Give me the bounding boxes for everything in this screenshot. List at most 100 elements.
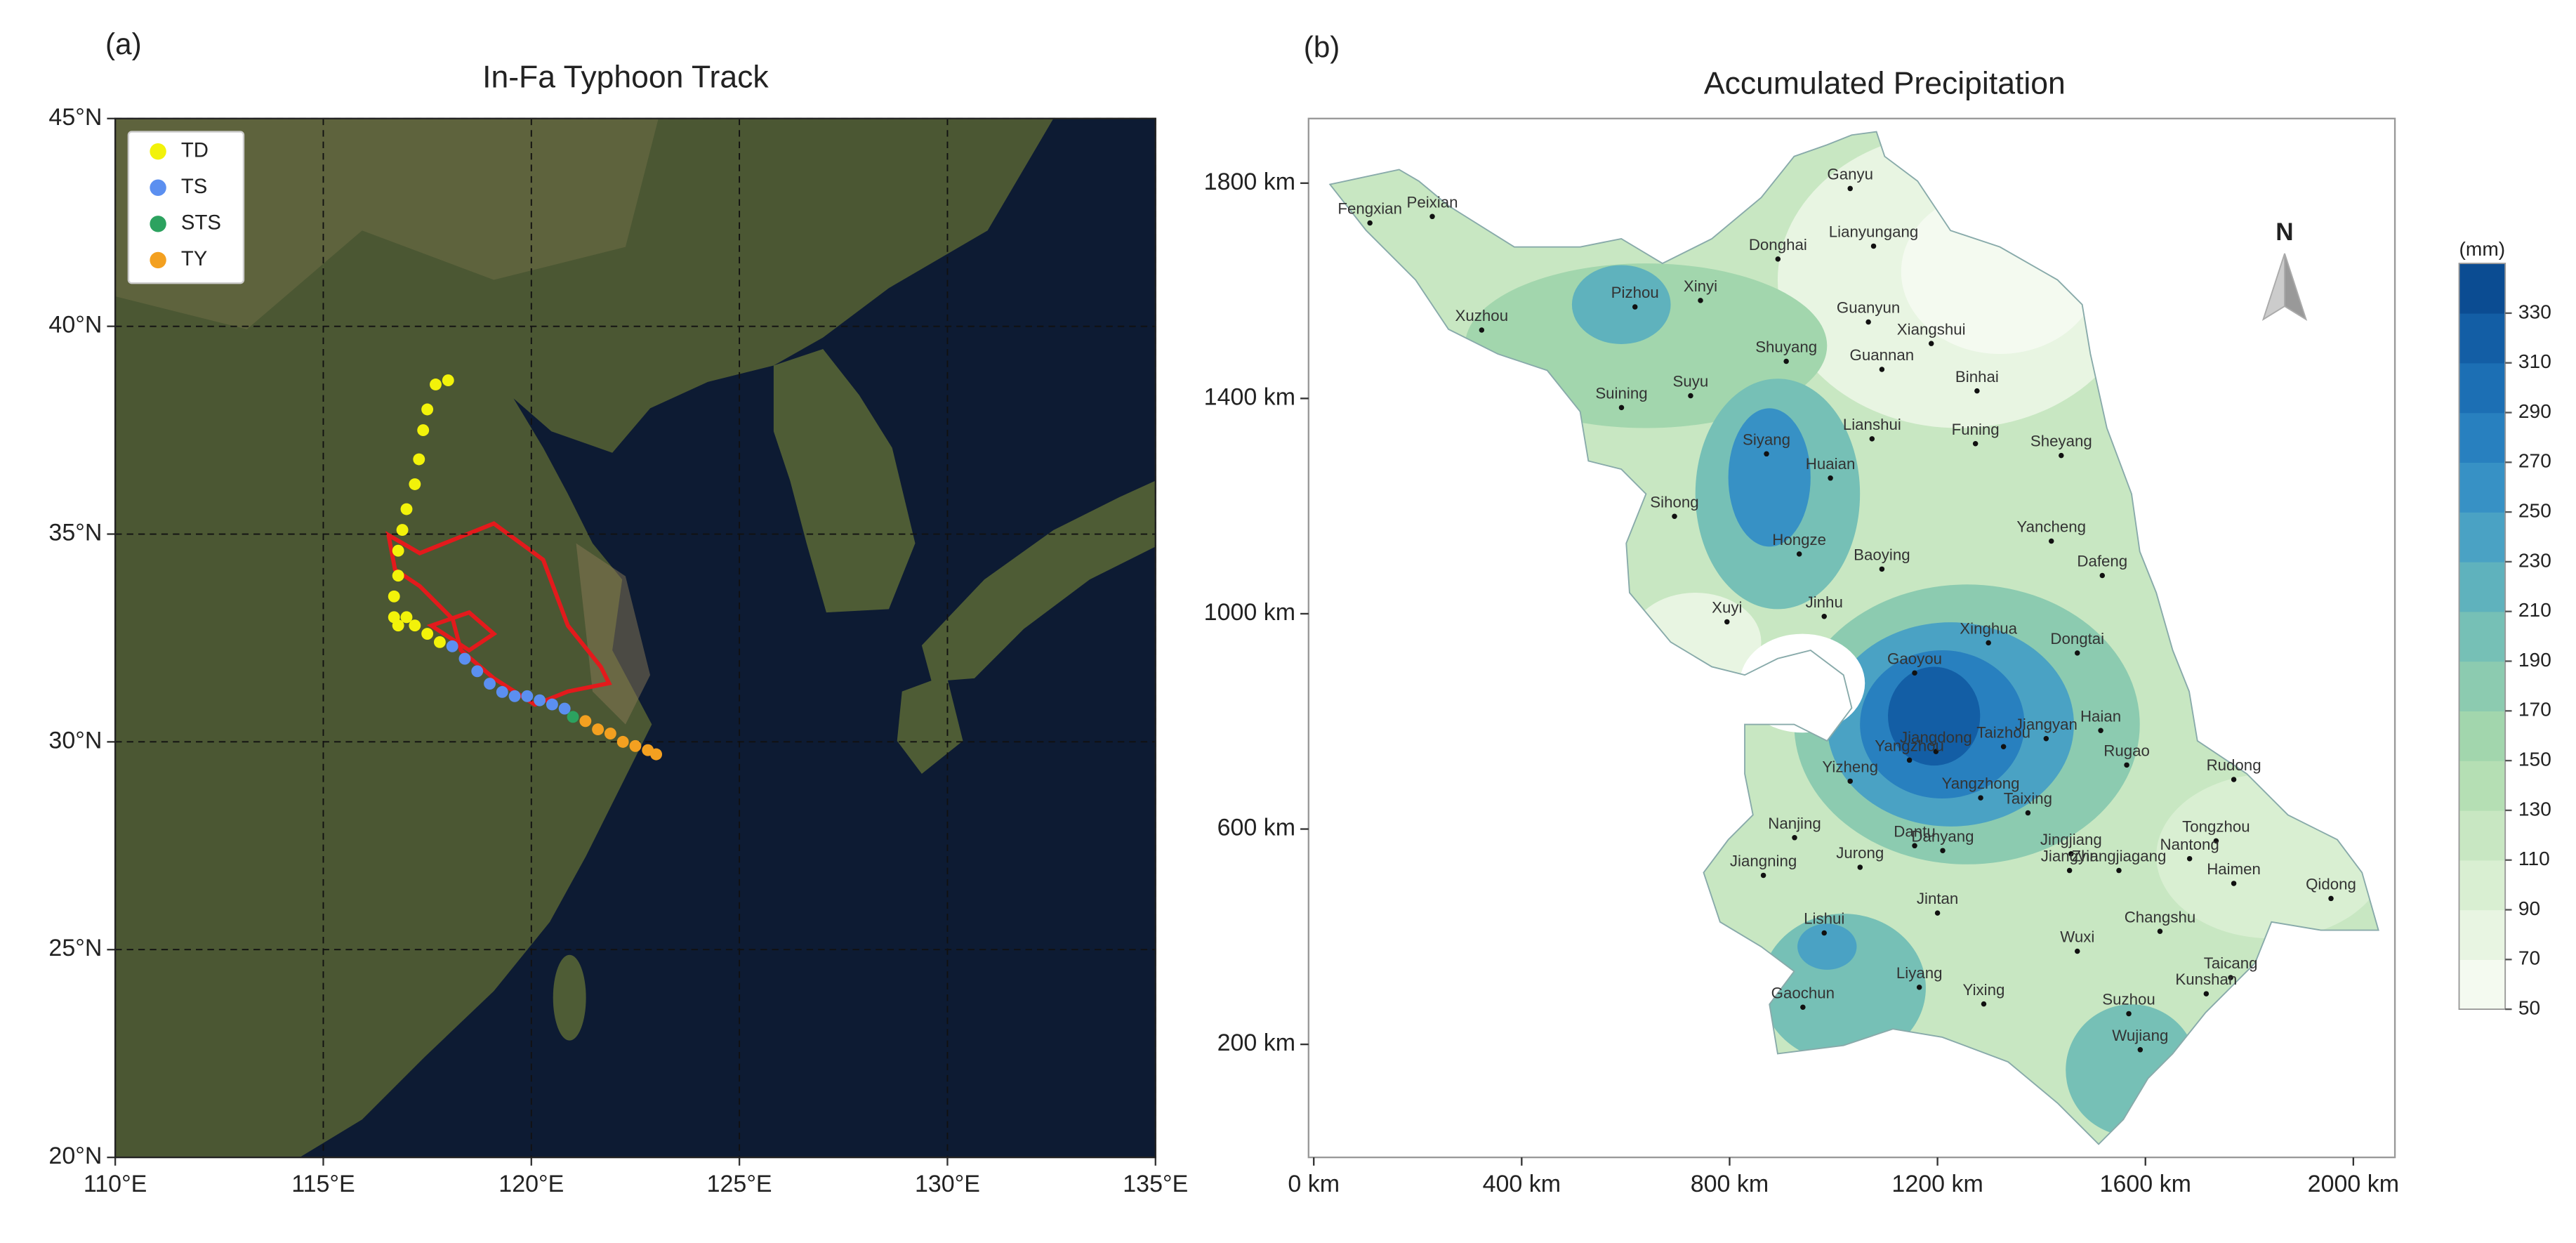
land bbox=[773, 349, 916, 613]
x-tick-label: 135°E bbox=[1123, 1171, 1188, 1197]
colorbar-title: (mm) bbox=[2459, 238, 2506, 260]
track-point bbox=[421, 628, 434, 640]
city-point bbox=[1724, 619, 1730, 625]
track-point bbox=[392, 619, 404, 632]
contour-fill bbox=[1797, 923, 1857, 970]
colorbar-frame bbox=[2458, 263, 2506, 1011]
city-point bbox=[2066, 867, 2073, 874]
city-label: Jiangyin bbox=[2041, 848, 2099, 865]
city-point bbox=[1760, 872, 1766, 879]
city-point bbox=[1879, 367, 1885, 372]
city-label: Jiangning bbox=[1730, 853, 1797, 870]
track-point bbox=[579, 715, 592, 728]
colorbar-tick-label: 150 bbox=[2518, 749, 2551, 770]
contour-fill bbox=[1571, 265, 1671, 344]
track-point bbox=[442, 374, 454, 387]
y-tick-label: 35°N bbox=[48, 519, 102, 546]
city-label: Yangzhou bbox=[1875, 737, 1944, 755]
track-point bbox=[546, 698, 558, 711]
city-point bbox=[1429, 213, 1435, 220]
city-label: Dafeng bbox=[2077, 553, 2127, 570]
city-label: Guanyun bbox=[1837, 299, 1900, 317]
city-label: Xuzhou bbox=[1455, 307, 1509, 324]
city-point bbox=[2231, 777, 2237, 782]
city-label: Taixing bbox=[2004, 790, 2052, 808]
colorbar-band bbox=[2459, 561, 2506, 612]
city-point bbox=[1847, 778, 1853, 784]
land bbox=[115, 118, 1054, 1158]
city-point bbox=[2231, 881, 2237, 886]
y-tick-label: 200 km bbox=[1217, 1030, 1295, 1056]
track-point bbox=[629, 739, 642, 752]
city-label: Yancheng bbox=[2016, 518, 2086, 536]
city-point bbox=[1906, 757, 1913, 763]
city-point bbox=[1869, 436, 1875, 442]
colorbar-band bbox=[2459, 761, 2506, 811]
track-point bbox=[392, 544, 404, 557]
city-point bbox=[2000, 744, 2007, 750]
city-label: Dantu bbox=[1894, 822, 1935, 840]
track-point bbox=[446, 640, 458, 652]
city-label: Zhangjiagang bbox=[2071, 848, 2166, 865]
city-point bbox=[2025, 810, 2031, 816]
x-tick-label: 120°E bbox=[498, 1171, 564, 1197]
city-label: Fengxian bbox=[1337, 200, 1402, 218]
legend-label: TD bbox=[181, 138, 209, 162]
city-point bbox=[2116, 867, 2122, 874]
city-point bbox=[2228, 975, 2233, 980]
y-tick-label: 1000 km bbox=[1204, 599, 1295, 626]
city-point bbox=[2074, 650, 2080, 656]
y-tick-label: 1400 km bbox=[1204, 383, 1295, 410]
north-arrow bbox=[2284, 253, 2308, 321]
track-point bbox=[592, 723, 605, 736]
colorbar-band bbox=[2459, 611, 2506, 662]
colorbar-band bbox=[2459, 860, 2506, 911]
track-point bbox=[558, 702, 571, 715]
city-label: Taicang bbox=[2204, 954, 2258, 972]
x-tick-label: 0 km bbox=[1288, 1171, 1340, 1197]
colorbar-tick-label: 290 bbox=[2518, 400, 2551, 422]
city-point bbox=[1981, 1001, 1987, 1007]
city-label: Ganyu bbox=[1827, 166, 1873, 183]
city-label: Danyang bbox=[1911, 827, 1974, 845]
colorbar-tick-label: 230 bbox=[2518, 549, 2551, 571]
track-point bbox=[471, 665, 484, 678]
track-point bbox=[616, 735, 629, 748]
city-label: Jiangdong bbox=[1900, 728, 1972, 746]
track-point bbox=[392, 570, 404, 582]
coastal-water bbox=[576, 543, 651, 725]
city-label: Xinyi bbox=[1684, 277, 1717, 295]
legend-label: TY bbox=[181, 247, 207, 270]
city-point bbox=[2203, 991, 2210, 997]
city-label: Lianyungang bbox=[1829, 223, 1919, 241]
city-point bbox=[1775, 256, 1781, 262]
city-label: Nantong bbox=[2160, 836, 2219, 853]
city-label: Changshu bbox=[2125, 908, 2196, 926]
legend-marker bbox=[150, 216, 166, 232]
colorbar-tick-label: 70 bbox=[2518, 947, 2540, 969]
city-point bbox=[2059, 452, 2064, 459]
city-label: Haimen bbox=[2207, 860, 2261, 878]
city-label: Liyang bbox=[1896, 964, 1943, 982]
contour-fill bbox=[1728, 408, 1811, 547]
y-tick-label: 40°N bbox=[48, 312, 102, 338]
city-label: Dongtai bbox=[2050, 630, 2104, 647]
legend-marker bbox=[150, 251, 166, 269]
city-label: Gaochun bbox=[1771, 984, 1835, 1001]
x-tick-label: 1600 km bbox=[2100, 1171, 2191, 1197]
x-tick-label: 2000 km bbox=[2308, 1171, 2399, 1197]
colorbar-band bbox=[2459, 412, 2506, 463]
city-point bbox=[1618, 405, 1625, 411]
city-point bbox=[2068, 851, 2074, 857]
x-tick-label: 125°E bbox=[707, 1171, 772, 1197]
city-label: Nanjing bbox=[1768, 815, 1821, 832]
city-label: Kunshan bbox=[2175, 971, 2237, 988]
colorbar-tick-label: 270 bbox=[2518, 450, 2551, 472]
colorbar-tick-label: 170 bbox=[2518, 699, 2551, 721]
colorbar-band bbox=[2459, 810, 2506, 861]
y-tick-label: 600 km bbox=[1217, 815, 1295, 841]
x-tick-label: 130°E bbox=[915, 1171, 980, 1197]
chart-title: In-Fa Typhoon Track bbox=[482, 60, 769, 94]
city-label: Yangzhong bbox=[1942, 775, 2020, 792]
city-point bbox=[1870, 243, 1877, 249]
